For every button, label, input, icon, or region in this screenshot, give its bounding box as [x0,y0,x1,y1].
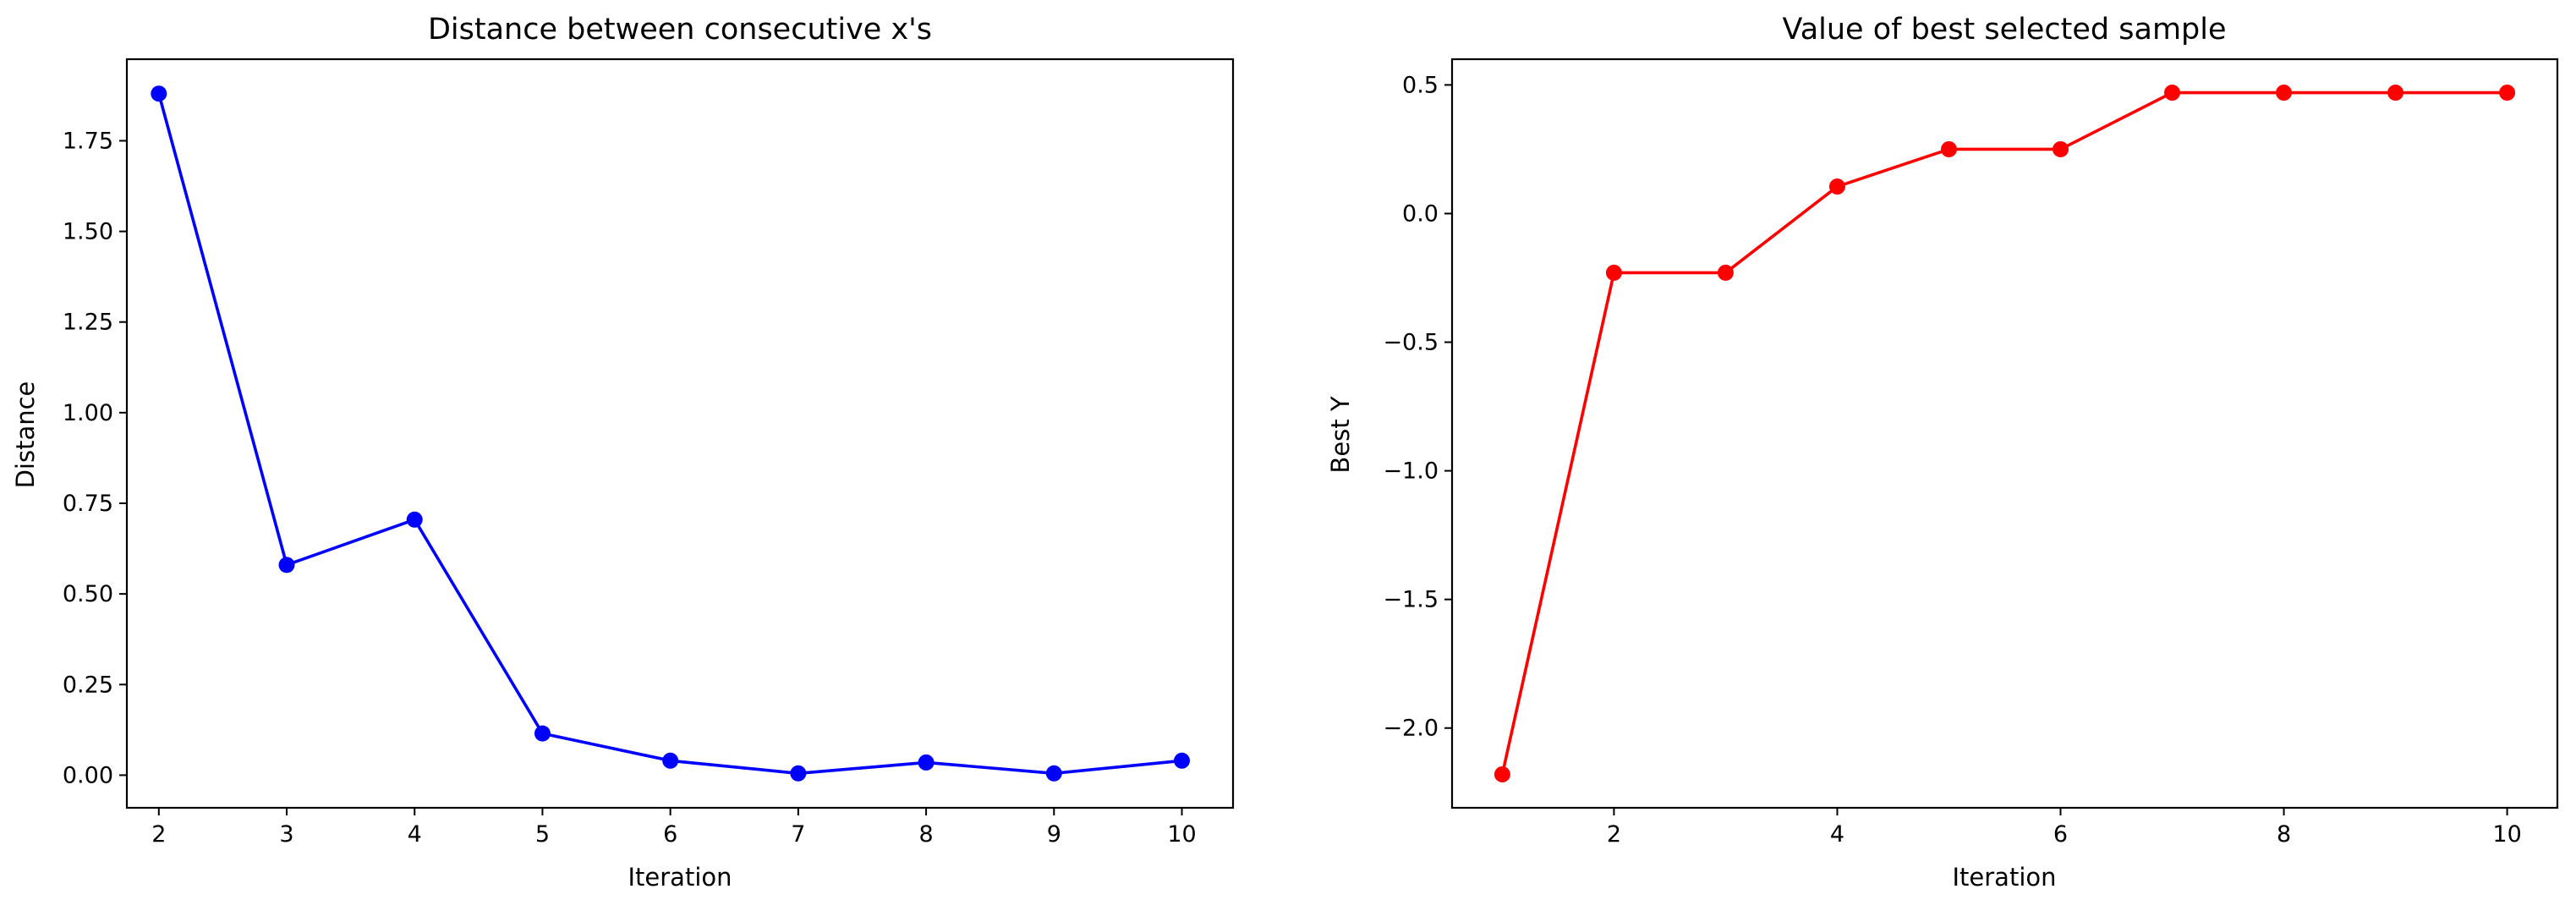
data-point [2387,85,2404,102]
plot-frame [1450,58,2559,809]
x-tick-label: 3 [279,821,293,848]
data-point [406,511,423,528]
y-tick-label: −0.5 [1383,330,1439,356]
x-tick-label: 4 [408,821,422,848]
y-tick-label: 0.75 [63,491,113,517]
y-tick-label: 1.00 [63,400,113,426]
data-point [1940,140,1957,157]
data-point [662,752,679,769]
chart-title: Value of best selected sample [1782,13,2226,47]
data-point [1605,264,1622,281]
x-tick-label: 6 [2053,821,2068,848]
series-line [157,93,1182,776]
data-point [1045,765,1062,782]
data-point [1828,178,1845,195]
y-tick-label: −1.5 [1383,587,1439,613]
x-tick-label: 5 [535,821,550,848]
y-tick-label: −1.0 [1383,458,1439,485]
data-point [278,557,295,573]
y-tick-label: 0.25 [63,672,113,698]
x-tick-label: 9 [1047,821,1061,848]
x-tick-label: 8 [918,821,933,848]
x-tick-label: 2 [1607,821,1621,848]
y-axis-label: Best Y [1326,396,1355,473]
x-tick-label: 10 [2492,821,2521,848]
x-tick-label: 10 [1167,821,1196,848]
chart-best-y: Value of best selected sample Iteration … [1326,13,2559,892]
data-point [2499,85,2516,102]
data-point [534,725,551,742]
data-point [1494,766,1510,782]
y-tick-label: 0.5 [1402,72,1439,98]
data-point [2164,85,2181,102]
data-point [790,765,807,782]
x-axis-label: Iteration [1952,863,2056,892]
y-tick-label: 1.25 [63,310,113,336]
y-tick-label: 0.00 [63,762,113,788]
x-tick-label: 8 [2277,821,2291,848]
data-point [2276,85,2293,102]
y-axis-label: Distance [11,381,40,489]
data-point [2053,140,2069,157]
chart-distance: Distance between consecutive x's Iterati… [11,13,1235,892]
chart-title: Distance between consecutive x's [428,13,932,47]
y-tick-label: 0.0 [1402,200,1439,227]
y-tick-label: −2.0 [1383,716,1439,742]
data-point [918,754,934,771]
y-tick-label: 0.50 [63,581,113,607]
x-tick-label: 4 [1830,821,1844,848]
plot-frame [125,58,1235,809]
x-tick-label: 2 [151,821,166,848]
data-point [1717,264,1734,281]
y-tick-label: 1.50 [63,219,113,245]
x-axis-label: Iteration [628,863,732,892]
x-tick-label: 6 [663,821,677,848]
y-tick-label: 1.75 [63,128,113,154]
x-tick-label: 7 [791,821,805,848]
data-point [1174,752,1191,769]
data-point [151,85,167,102]
series-line [1500,91,2507,775]
